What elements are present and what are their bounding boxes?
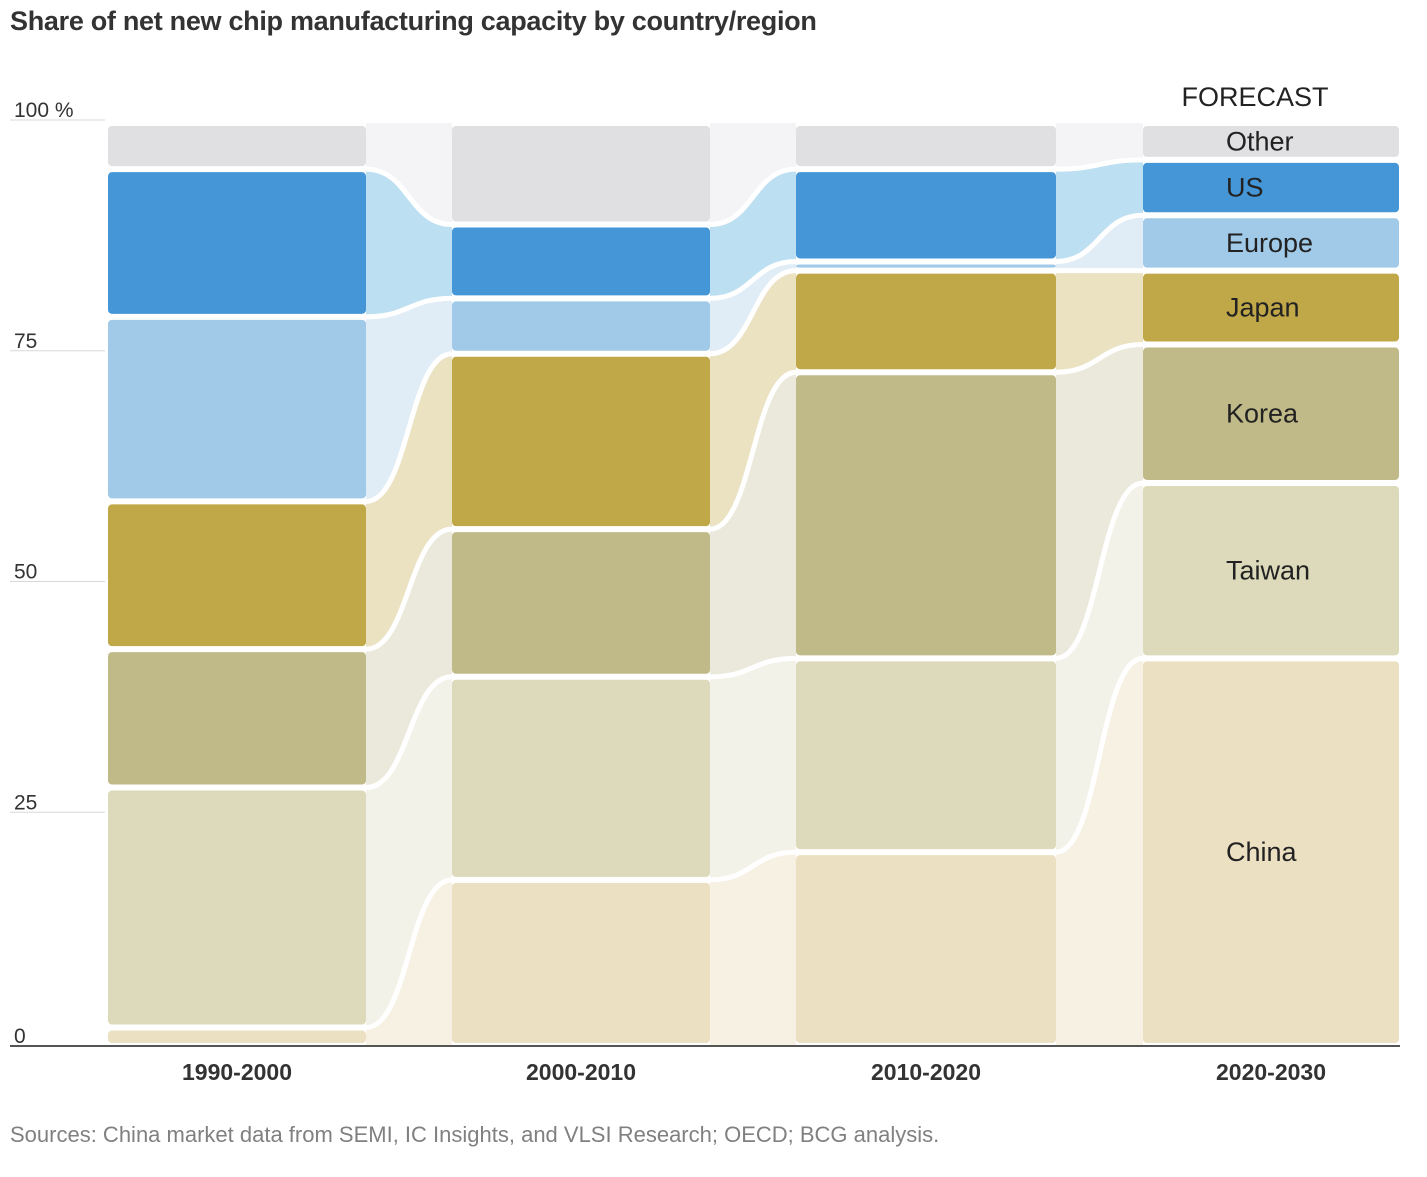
boundary-line-taiwan [108, 480, 1399, 791]
bar-us-1990-2000 [108, 172, 366, 314]
bar-europe-1990-2000 [108, 319, 366, 499]
bar-taiwan-2020-2030 [1143, 485, 1399, 656]
x-tick-label: 2010-2020 [871, 1059, 981, 1085]
forecast-label: FORECAST [1181, 82, 1328, 112]
chart-title: Share of net new chip manufacturing capa… [10, 6, 817, 36]
x-tick-label: 2000-2010 [526, 1059, 636, 1085]
bar-japan-2000-2010 [452, 356, 710, 527]
x-tick-label: 2020-2030 [1216, 1059, 1326, 1085]
bar-taiwan-2010-2020 [796, 661, 1056, 850]
boundary-line-europe [108, 212, 1399, 320]
bar-china-2020-2030 [1143, 661, 1399, 1043]
source-note: Sources: China market data from SEMI, IC… [10, 1122, 940, 1147]
bar-china-2000-2010 [452, 882, 710, 1043]
flow-band-us [710, 169, 796, 299]
bar-other-1990-2000 [108, 126, 366, 167]
flow-band-china [710, 852, 796, 1046]
boundary-line-japan [108, 268, 1399, 504]
bar-europe-2010-2020 [796, 264, 1056, 268]
bar-korea-2010-2020 [796, 375, 1056, 656]
flow-band-other [1056, 123, 1143, 170]
bar-other-2000-2010 [452, 126, 710, 222]
bar-us-2010-2020 [796, 172, 1056, 259]
series-label-korea: Korea [1226, 399, 1299, 429]
bar-korea-1990-2000 [108, 652, 366, 785]
bar-china-1990-2000 [108, 1030, 366, 1043]
bar-japan-1990-2000 [108, 504, 366, 647]
stacked-bar-chart: 0 25 50 75 100 % 1990-2000 2000-2010 2010-2020 2… [10, 82, 1400, 1085]
boundary-line-korea [108, 342, 1399, 652]
series-label-europe: Europe [1226, 228, 1313, 258]
bar-us-2000-2010 [452, 227, 710, 296]
flow-band-taiwan [366, 676, 452, 1028]
series-label-japan: Japan [1226, 293, 1300, 323]
y-tick-label: 75 [14, 330, 37, 353]
y-tick-label: 100 % [14, 99, 74, 122]
bar-europe-2020-2030 [1143, 218, 1399, 268]
y-tick-label: 0 [14, 1025, 26, 1048]
gridlines [10, 119, 105, 813]
bar-japan-2020-2030 [1143, 273, 1399, 342]
bar-europe-2000-2010 [452, 301, 710, 351]
boundary-line-china [108, 655, 1399, 1031]
boundary-lines [108, 157, 1399, 1031]
flow-band-other [710, 123, 796, 225]
bar-taiwan-2000-2010 [452, 679, 710, 877]
series-label-other: Other [1226, 126, 1294, 156]
flow-band-china [1056, 658, 1143, 1046]
bar-china-2010-2020 [796, 855, 1056, 1043]
bar-us-2020-2030 [1143, 162, 1399, 213]
flow-band-europe [366, 298, 452, 502]
flow-bands [366, 123, 1143, 1046]
flow-band-taiwan [1056, 482, 1143, 853]
bar-korea-2000-2010 [452, 532, 710, 674]
series-label-taiwan: Taiwan [1226, 556, 1310, 586]
y-tick-label: 50 [14, 561, 37, 584]
bar-segments [108, 126, 1399, 1043]
bar-korea-2020-2030 [1143, 347, 1399, 480]
bar-japan-2010-2020 [796, 273, 1056, 370]
flow-band-japan [710, 270, 796, 530]
flow-band-other [366, 123, 452, 225]
y-tick-label: 25 [14, 791, 37, 814]
flow-band-korea [710, 372, 796, 677]
flow-band-japan [366, 353, 452, 650]
bar-other-2020-2030 [1143, 126, 1399, 157]
flow-band-korea [366, 529, 452, 788]
series-label-china: China [1226, 837, 1298, 867]
flow-band-us [366, 169, 452, 317]
bar-other-2010-2020 [796, 126, 1056, 167]
chart-labels: 0 25 50 75 100 % 1990-2000 2000-2010 2010-2020 2… [14, 99, 1326, 1085]
boundary-line-us [108, 157, 1399, 228]
x-tick-label: 1990-2000 [182, 1059, 292, 1085]
flow-band-china [366, 879, 452, 1046]
flow-band-us [1056, 159, 1143, 262]
flow-band-taiwan [710, 658, 796, 880]
series-label-us: US [1226, 173, 1264, 203]
bar-taiwan-1990-2000 [108, 790, 366, 1025]
flow-band-korea [1056, 344, 1143, 659]
